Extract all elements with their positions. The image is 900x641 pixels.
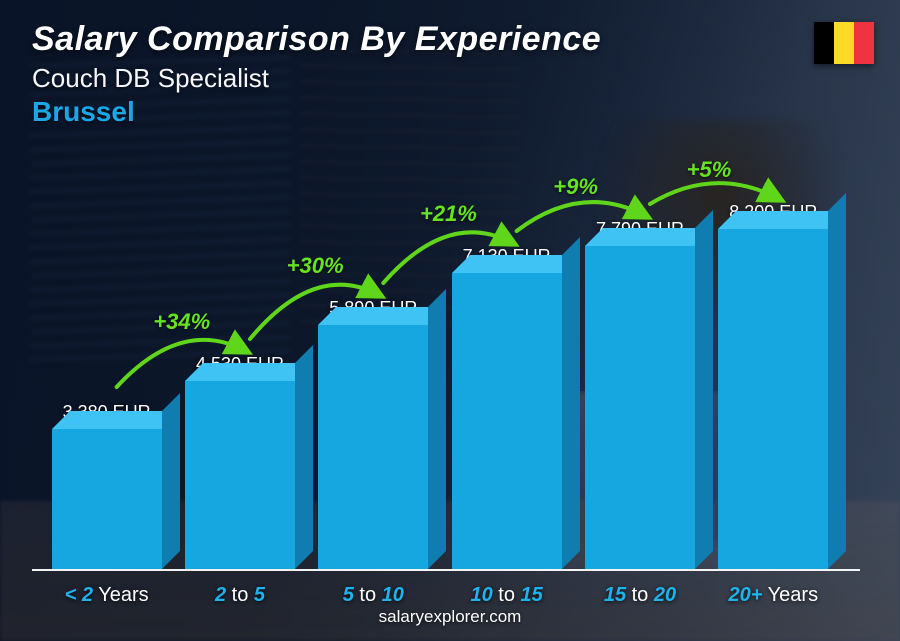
- bar-slot: 3,380 EUR< 2 Years: [40, 150, 173, 569]
- title-block: Salary Comparison By Experience Couch DB…: [32, 20, 601, 128]
- chart-title: Salary Comparison By Experience: [32, 20, 601, 59]
- infographic-root: Salary Comparison By Experience Couch DB…: [0, 0, 900, 641]
- bar-slot: 8,200 EUR20+ Years: [707, 150, 840, 569]
- increase-pct-label: +21%: [420, 201, 477, 227]
- increase-pct-label: +9%: [553, 174, 598, 200]
- bar-category-label: 20+ Years: [729, 584, 819, 607]
- bar-category-label: 15 to 20: [604, 584, 676, 607]
- flag-stripe-2: [834, 22, 854, 64]
- footer-source: salaryexplorer.com: [0, 607, 900, 627]
- x-axis-line: [32, 569, 860, 571]
- bar: [185, 381, 295, 569]
- chart-location: Brussel: [32, 96, 601, 128]
- bar: [585, 246, 695, 569]
- bar: [318, 325, 428, 569]
- bar-category-label: 10 to 15: [470, 584, 542, 607]
- bar: [52, 429, 162, 569]
- bar-category-label: < 2 Years: [65, 584, 149, 607]
- bar-category-label: 2 to 5: [215, 584, 265, 607]
- increase-pct-label: +34%: [153, 309, 210, 335]
- belgium-flag-icon: [814, 22, 874, 64]
- increase-pct-label: +30%: [287, 253, 344, 279]
- bar: [452, 273, 562, 569]
- bar: [718, 229, 828, 569]
- flag-stripe-3: [854, 22, 874, 64]
- bar-chart: 3,380 EUR< 2 Years4,530 EUR2 to 55,890 E…: [40, 150, 840, 569]
- chart-subtitle: Couch DB Specialist: [32, 63, 601, 94]
- bar-category-label: 5 to 10: [343, 584, 404, 607]
- increase-pct-label: +5%: [687, 157, 732, 183]
- flag-stripe-1: [814, 22, 834, 64]
- bar-slot: 7,790 EUR15 to 20: [573, 150, 706, 569]
- bar-slot: 4,530 EUR2 to 5: [173, 150, 306, 569]
